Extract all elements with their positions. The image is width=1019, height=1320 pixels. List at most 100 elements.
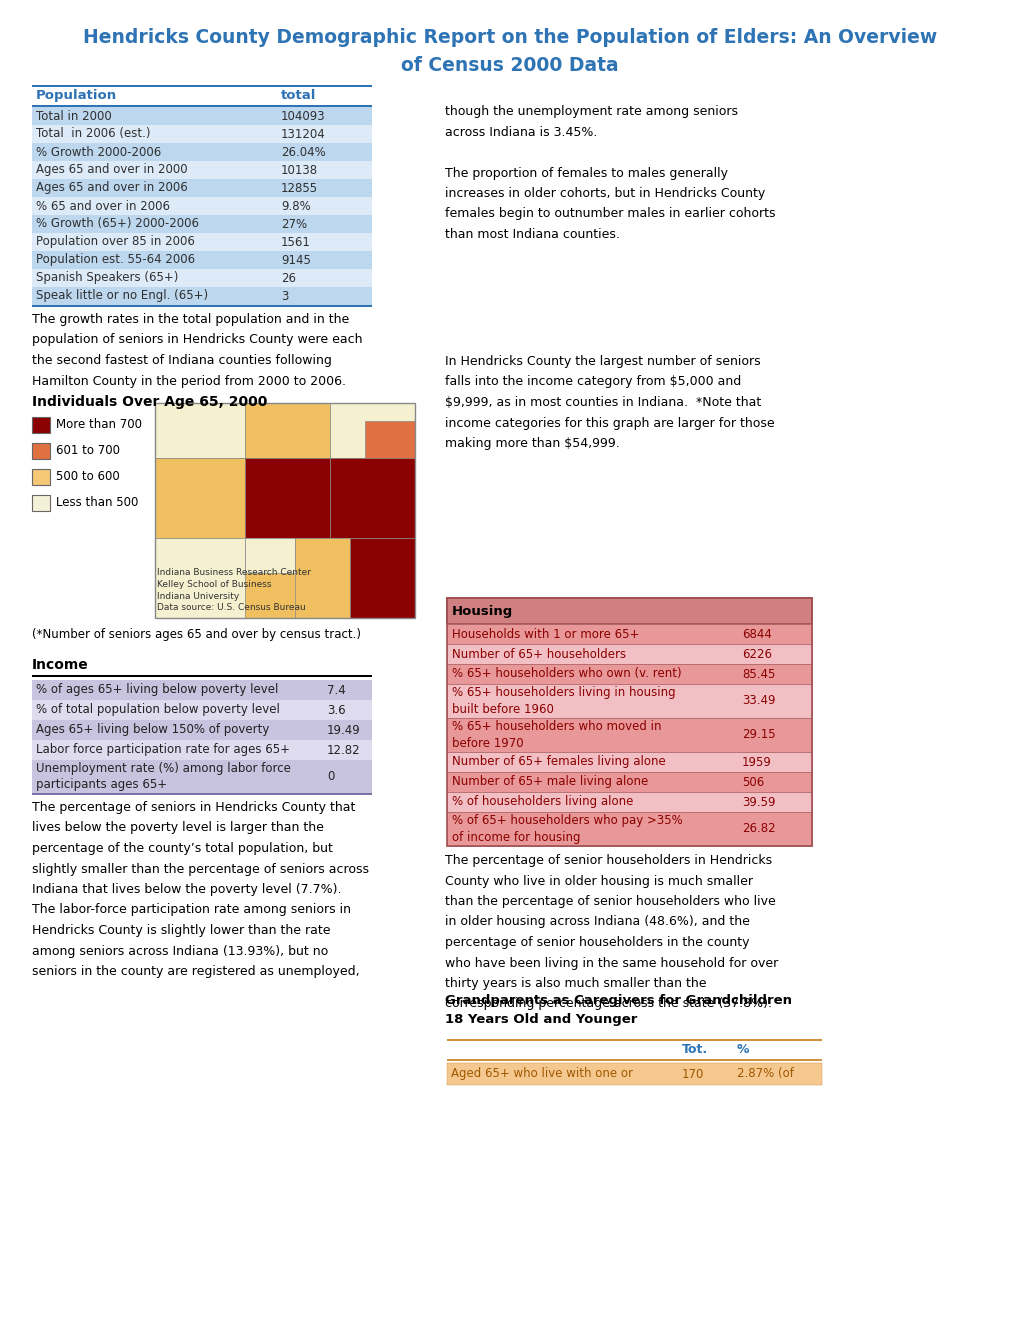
- Text: Total  in 2006 (est.): Total in 2006 (est.): [36, 128, 151, 140]
- Text: 170: 170: [682, 1068, 704, 1081]
- Text: % 65+ householders who own (v. rent): % 65+ householders who own (v. rent): [451, 668, 681, 681]
- Text: Spanish Speakers (65+): Spanish Speakers (65+): [36, 272, 178, 285]
- Text: (*Number of seniors ages 65 and over by census tract.): (*Number of seniors ages 65 and over by …: [32, 628, 361, 642]
- Bar: [32, 180, 372, 197]
- Bar: [446, 624, 811, 644]
- Bar: [446, 772, 811, 792]
- Bar: [32, 680, 372, 700]
- Text: % Growth (65+) 2000-2006: % Growth (65+) 2000-2006: [36, 218, 199, 231]
- Bar: [446, 1059, 821, 1061]
- Text: Ages 65+ living below 150% of poverty: Ages 65+ living below 150% of poverty: [36, 723, 269, 737]
- Bar: [155, 458, 245, 539]
- Text: 26.82: 26.82: [741, 822, 774, 836]
- Bar: [32, 417, 50, 433]
- Bar: [32, 215, 372, 234]
- Bar: [32, 234, 372, 251]
- Bar: [155, 403, 245, 458]
- Text: 506: 506: [741, 776, 763, 788]
- Bar: [330, 458, 415, 539]
- Bar: [32, 106, 372, 107]
- Bar: [446, 644, 811, 664]
- Bar: [446, 1039, 821, 1041]
- Text: % 65 and over in 2006: % 65 and over in 2006: [36, 199, 170, 213]
- Text: %: %: [737, 1043, 749, 1056]
- Text: 12.82: 12.82: [327, 743, 361, 756]
- Text: Population est. 55-64 2006: Population est. 55-64 2006: [36, 253, 195, 267]
- Text: Hendricks County Demographic Report on the Population of Elders: An Overview: Hendricks County Demographic Report on t…: [83, 28, 936, 48]
- Text: Labor force participation rate for ages 65+: Labor force participation rate for ages …: [36, 743, 289, 756]
- Text: 33.49: 33.49: [741, 694, 774, 708]
- Text: Ages 65 and over in 2006: Ages 65 and over in 2006: [36, 181, 187, 194]
- Text: 27%: 27%: [280, 218, 307, 231]
- Bar: [245, 539, 294, 573]
- Text: The percentage of seniors in Hendricks County that
lives below the poverty level: The percentage of seniors in Hendricks C…: [32, 801, 369, 978]
- Text: 19.49: 19.49: [327, 723, 361, 737]
- Bar: [446, 1063, 821, 1085]
- Bar: [32, 84, 372, 87]
- Bar: [294, 539, 350, 618]
- Text: The growth rates in the total population and in the
population of seniors in Hen: The growth rates in the total population…: [32, 313, 362, 388]
- Text: Number of 65+ householders: Number of 65+ householders: [451, 648, 626, 660]
- Text: Income: Income: [32, 657, 89, 672]
- Bar: [32, 760, 372, 793]
- Bar: [245, 403, 330, 458]
- Text: 1561: 1561: [280, 235, 311, 248]
- Bar: [446, 718, 811, 752]
- Bar: [32, 269, 372, 286]
- Bar: [32, 700, 372, 719]
- Text: Tot.: Tot.: [682, 1043, 707, 1056]
- Text: 39.59: 39.59: [741, 796, 774, 808]
- Text: Grandparents as Caregivers for Grandchildren
18 Years Old and Younger: Grandparents as Caregivers for Grandchil…: [444, 994, 791, 1027]
- Bar: [446, 598, 811, 846]
- Text: 9145: 9145: [280, 253, 311, 267]
- Bar: [32, 719, 372, 741]
- Text: Housing: Housing: [451, 605, 513, 618]
- Text: of Census 2000 Data: of Census 2000 Data: [400, 55, 619, 75]
- Text: 131204: 131204: [280, 128, 325, 140]
- Bar: [32, 793, 372, 795]
- Text: Aged 65+ who live with one or: Aged 65+ who live with one or: [450, 1068, 633, 1081]
- Bar: [32, 161, 372, 180]
- Text: 2.87% (of: 2.87% (of: [737, 1068, 793, 1081]
- Text: Total in 2000: Total in 2000: [36, 110, 112, 123]
- Bar: [32, 469, 50, 484]
- Text: total: total: [280, 88, 316, 102]
- Bar: [32, 107, 372, 125]
- Text: More than 700: More than 700: [56, 418, 142, 432]
- Bar: [32, 197, 372, 215]
- Text: 104093: 104093: [280, 110, 325, 123]
- Text: Population: Population: [36, 88, 117, 102]
- Text: Speak little or no Engl. (65+): Speak little or no Engl. (65+): [36, 289, 208, 302]
- Text: 26: 26: [280, 272, 296, 285]
- Text: 10138: 10138: [280, 164, 318, 177]
- Text: Indiana Business Research Center
Kelley School of Business
Indiana University
Da: Indiana Business Research Center Kelley …: [157, 568, 311, 612]
- Text: % of total population below poverty level: % of total population below poverty leve…: [36, 704, 279, 717]
- Text: 601 to 700: 601 to 700: [56, 445, 120, 458]
- Bar: [446, 664, 811, 684]
- Bar: [32, 305, 372, 308]
- Text: 6844: 6844: [741, 627, 771, 640]
- Bar: [365, 421, 415, 466]
- Text: % 65+ householders living in housing
built before 1960: % 65+ householders living in housing bui…: [451, 686, 675, 715]
- Bar: [32, 741, 372, 760]
- Text: Individuals Over Age 65, 2000: Individuals Over Age 65, 2000: [32, 395, 267, 409]
- Bar: [446, 792, 811, 812]
- Bar: [32, 495, 50, 511]
- Bar: [446, 752, 811, 772]
- Text: % of householders living alone: % of householders living alone: [451, 796, 633, 808]
- Bar: [245, 458, 330, 539]
- Text: 6226: 6226: [741, 648, 771, 660]
- Text: 500 to 600: 500 to 600: [56, 470, 119, 483]
- Text: 26.04%: 26.04%: [280, 145, 325, 158]
- Bar: [32, 143, 372, 161]
- Bar: [32, 286, 372, 305]
- Text: Unemployment rate (%) among labor force
participants ages 65+: Unemployment rate (%) among labor force …: [36, 762, 290, 791]
- Text: 29.15: 29.15: [741, 729, 774, 742]
- Text: Ages 65 and over in 2000: Ages 65 and over in 2000: [36, 164, 187, 177]
- Text: The percentage of senior householders in Hendricks
County who live in older hous: The percentage of senior householders in…: [444, 854, 777, 1011]
- Text: Less than 500: Less than 500: [56, 496, 139, 510]
- Bar: [155, 539, 245, 618]
- Text: Population over 85 in 2006: Population over 85 in 2006: [36, 235, 195, 248]
- Text: Households with 1 or more 65+: Households with 1 or more 65+: [451, 627, 639, 640]
- Text: % of ages 65+ living below poverty level: % of ages 65+ living below poverty level: [36, 684, 278, 697]
